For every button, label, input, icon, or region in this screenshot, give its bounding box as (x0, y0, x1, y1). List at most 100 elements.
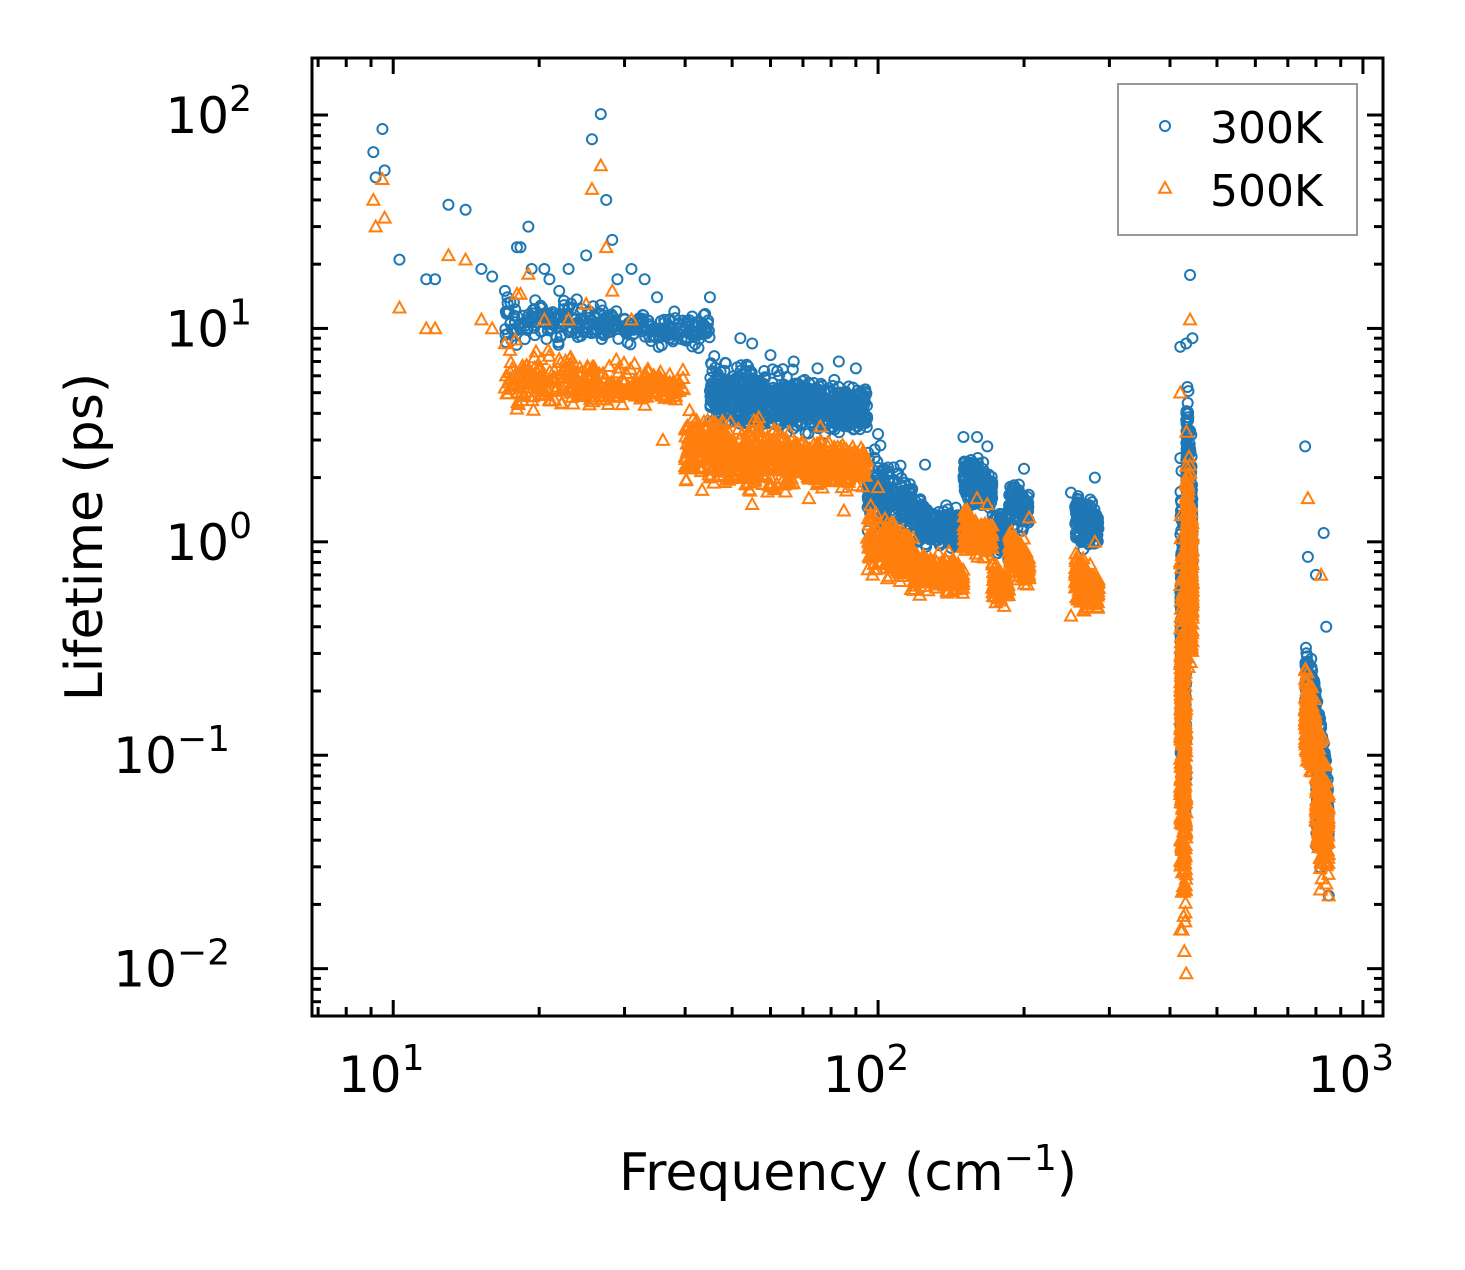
data-point-500K (882, 523, 898, 538)
data-point-500K (878, 538, 894, 553)
data-point-300K (789, 399, 802, 412)
data-point-500K (728, 469, 744, 484)
data-point-500K (515, 387, 532, 401)
data-point-500K (766, 421, 783, 436)
data-point-500K (801, 469, 817, 484)
data-point-500K (600, 388, 617, 403)
data-point-500K (504, 360, 520, 375)
data-point-500K (534, 370, 550, 385)
data-point-500K (853, 439, 869, 454)
data-point-500K (804, 453, 820, 468)
data-point-300K (683, 314, 696, 327)
data-point-500K (860, 561, 876, 576)
data-point-500K (822, 464, 838, 478)
data-point-300K (514, 321, 527, 334)
data-point-500K (788, 439, 805, 454)
data-point-500K (861, 516, 877, 531)
data-point-300K (639, 330, 652, 343)
data-point-300K (527, 312, 540, 325)
data-point-300K (786, 363, 799, 376)
data-point-500K (965, 527, 981, 542)
data-point-300K (915, 505, 928, 518)
data-point-300K (1086, 514, 1099, 527)
data-point-300K (1174, 340, 1187, 353)
data-point-500K (546, 369, 563, 384)
data-point-500K (893, 552, 910, 567)
data-point-300K (824, 399, 837, 412)
data-point-500K (572, 387, 588, 401)
data-point-500K (944, 583, 961, 598)
data-point-300K (501, 327, 514, 340)
data-point-500K (739, 430, 755, 445)
data-point-500K (849, 477, 865, 492)
data-point-300K (1012, 478, 1025, 491)
data-point-500K (622, 361, 639, 375)
data-point-300K (538, 262, 551, 275)
data-point-300K (708, 350, 721, 363)
data-point-300K (972, 457, 985, 470)
data-point-500K (794, 433, 810, 448)
data-point-500K (601, 379, 618, 394)
data-point-500K (563, 365, 579, 380)
series-500K (365, 157, 1337, 980)
data-point-300K (960, 488, 973, 501)
data-point-500K (937, 564, 954, 579)
data-point-500K (737, 476, 754, 491)
data-point-500K (932, 576, 949, 591)
data-point-300K (763, 391, 776, 404)
data-point-500K (714, 413, 731, 427)
data-point-500K (824, 472, 840, 487)
data-point-300K (789, 394, 802, 407)
data-point-300K (581, 326, 594, 339)
data-point-300K (703, 291, 716, 304)
data-point-500K (885, 515, 902, 530)
data-point-500K (927, 557, 944, 572)
data-point-500K (525, 401, 542, 416)
data-point-300K (510, 241, 523, 254)
data-point-300K (514, 241, 527, 254)
data-point-300K (919, 458, 932, 471)
data-point-300K (711, 403, 724, 416)
data-point-500K (585, 361, 601, 376)
data-point-500K (748, 464, 765, 479)
data-point-500K (745, 446, 762, 461)
data-point-300K (704, 401, 717, 414)
data-point-300K (534, 299, 547, 312)
data-point-300K (832, 355, 845, 368)
data-point-300K (792, 378, 805, 391)
data-point-500K (678, 471, 694, 486)
data-point-500K (927, 571, 944, 586)
data-point-300K (751, 388, 764, 401)
data-point-300K (1006, 499, 1019, 512)
data-point-300K (668, 305, 681, 318)
data-point-500K (889, 562, 905, 577)
data-point-500K (525, 388, 541, 403)
data-point-500K (579, 376, 595, 391)
data-point-500K (507, 375, 524, 390)
data-point-300K (692, 319, 705, 332)
data-point-300K (676, 314, 689, 327)
data-point-300K (528, 329, 541, 342)
data-point-500K (500, 385, 516, 400)
data-point-500K (862, 505, 879, 520)
data-point-300K (745, 366, 758, 379)
data-point-500K (839, 447, 856, 462)
data-point-300K (498, 284, 511, 297)
data-point-500K (861, 548, 877, 562)
data-point-300K (837, 403, 850, 416)
data-point-500K (697, 449, 714, 464)
data-point-300K (429, 273, 442, 286)
data-point-500K (859, 451, 875, 466)
data-point-300K (667, 327, 680, 340)
data-point-300K (475, 262, 488, 275)
data-point-500K (720, 429, 736, 444)
data-point-500K (732, 442, 748, 457)
data-point-300K (909, 508, 922, 521)
data-point-300K (607, 322, 620, 335)
data-point-300K (459, 203, 472, 216)
data-point-500K (797, 463, 813, 478)
data-point-300K (625, 262, 638, 275)
data-point-500K (751, 409, 767, 424)
data-point-500K (899, 533, 915, 548)
